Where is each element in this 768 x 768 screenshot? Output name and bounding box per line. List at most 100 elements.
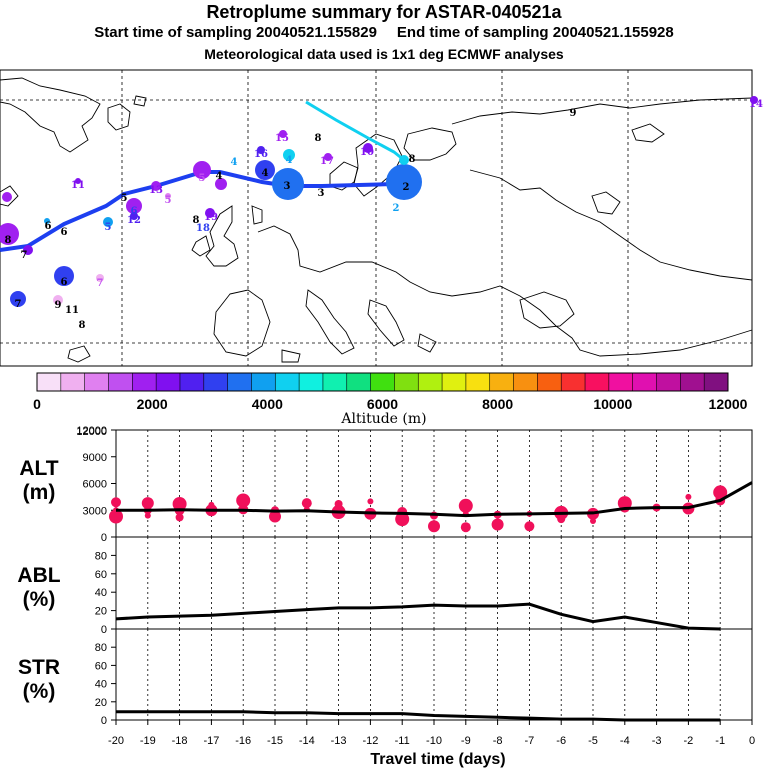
- map-label: 12: [127, 215, 141, 226]
- panel-ylabel-unit: (m): [23, 481, 56, 504]
- y-tick-label: 40: [95, 679, 107, 691]
- colorbar: 0 2000 4000 6000 8000 10000 12000 Altitude (m): [33, 372, 748, 427]
- x-tick-label: -19: [140, 735, 156, 747]
- map-label: 14: [749, 99, 763, 110]
- map-label: 8: [5, 235, 12, 246]
- map-label: 18: [196, 223, 210, 234]
- map-label: 6: [61, 227, 68, 238]
- trajectory-upper: [305, 100, 405, 162]
- map-label: 5: [165, 195, 172, 206]
- plume-cluster-3: [272, 168, 304, 200]
- plume-cluster-11: [75, 178, 81, 184]
- alt-cluster-point: [491, 518, 504, 531]
- alt-cluster-point: [395, 512, 410, 527]
- y-tick-label: 9000: [83, 452, 107, 464]
- y-tick-label: 12000: [76, 425, 107, 437]
- plume-cluster-5b: [103, 217, 113, 227]
- colorbar-swatch: [156, 373, 181, 391]
- colorbar-swatch: [322, 373, 348, 391]
- alt-cluster-point: [269, 510, 281, 523]
- alt-cluster-point: [172, 497, 187, 512]
- plume-cluster-9: [53, 295, 63, 305]
- plume-cluster-7c: [23, 245, 33, 255]
- map-label: 10: [360, 147, 374, 158]
- colorbar-swatch: [608, 373, 634, 391]
- colorbar-tick-label: 12000: [709, 396, 748, 412]
- plume-cluster-upper: [399, 155, 409, 165]
- map-label: 5: [199, 173, 206, 184]
- abl-line: [115, 602, 721, 631]
- y-tick-label: 0: [101, 715, 107, 727]
- x-tick-label: -1: [715, 735, 725, 747]
- map-label: 16: [254, 149, 268, 160]
- map-label: 17: [320, 156, 334, 167]
- x-tick-label: -8: [493, 735, 503, 747]
- map-label: 8: [193, 215, 200, 226]
- plume-cluster-12: [130, 212, 138, 220]
- x-tick-label: -16: [235, 735, 251, 747]
- plume-cluster-19: [205, 208, 215, 218]
- y-tick-label: 80: [95, 642, 107, 654]
- x-tick-label: -4: [620, 735, 630, 747]
- y-tick-label: 60: [95, 569, 107, 581]
- map-label: 7: [21, 250, 28, 261]
- colorbar-tick-label: 4000: [252, 396, 283, 412]
- colorbar-tick-label: 8000: [482, 396, 513, 412]
- colorbar-swatch: [418, 373, 443, 391]
- colorbar-swatch: [299, 373, 324, 391]
- alt-cluster-point: [111, 497, 121, 508]
- plume-cluster-5c: [165, 193, 171, 199]
- map-label: 8: [315, 133, 322, 144]
- map-label: 6: [61, 277, 68, 288]
- map-label: 15: [275, 133, 289, 144]
- alt-cluster-point: [175, 513, 184, 522]
- y-tick-label: 6000: [83, 479, 107, 491]
- start-time-text: Start time of sampling 20040521.155829: [94, 24, 377, 41]
- sampling-times: Start time of sampling 20040521.155829 En…: [0, 24, 768, 41]
- y-tick-label: 40: [95, 587, 107, 599]
- colorbar-swatches: [36, 373, 729, 391]
- plume-cluster-4b: [283, 149, 295, 161]
- panel-ylabel-name: STR: [18, 656, 60, 679]
- x-tick-label: -10: [426, 735, 442, 747]
- colorbar-tick-label: 2000: [137, 396, 168, 412]
- map-label: 6: [131, 206, 138, 217]
- colorbar-swatch: [394, 373, 419, 391]
- colorbar-swatch: [585, 373, 610, 391]
- map-label: 4: [216, 171, 223, 182]
- alt-cluster-point: [617, 496, 632, 511]
- map-label: 9: [55, 300, 62, 311]
- map-label: 11: [71, 180, 85, 191]
- str-line: [116, 710, 721, 722]
- map-label: 7: [97, 278, 104, 289]
- x-tick-label: -6: [556, 735, 566, 747]
- alt-cluster-point: [334, 500, 343, 509]
- colorbar-swatch: [537, 373, 562, 391]
- x-tick-label: -13: [331, 735, 347, 747]
- alt-cluster-point: [460, 522, 471, 533]
- colorbar-swatch: [179, 373, 205, 391]
- alt-cluster-point: [713, 485, 728, 500]
- y-tick-label: 3000: [83, 505, 107, 517]
- x-tick-label: -7: [525, 735, 535, 747]
- colorbar-swatch: [513, 373, 538, 391]
- map-label: 4: [286, 155, 293, 166]
- plume-cluster-16: [257, 146, 265, 154]
- colorbar-swatch: [132, 373, 157, 391]
- alt-cluster-point: [144, 512, 151, 519]
- alt-cluster-point: [590, 517, 596, 524]
- map-graticule: [0, 70, 752, 366]
- x-tick-label: -14: [299, 735, 315, 747]
- map-label: 19: [204, 212, 218, 223]
- x-tick-label: -20: [108, 735, 124, 747]
- colorbar-swatch: [680, 373, 705, 391]
- alt-cluster-point: [685, 493, 692, 500]
- colorbar-tick-label: 0: [33, 396, 41, 412]
- plume-cluster-13: [151, 181, 161, 191]
- colorbar-frame: [36, 372, 729, 392]
- alt-cluster-point: [208, 501, 215, 508]
- colorbar-swatch: [84, 373, 109, 391]
- plume-cluster-14b: [750, 96, 758, 104]
